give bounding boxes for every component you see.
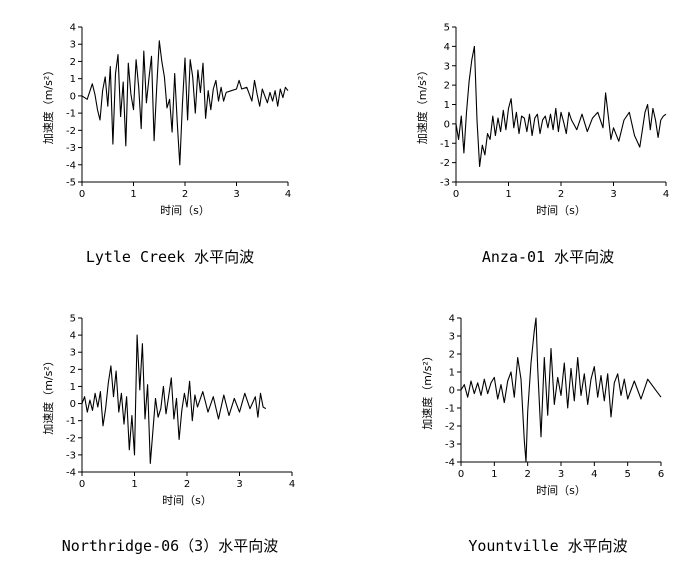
y-tick-label: 4: [449, 314, 455, 325]
x-tick-label: 4: [289, 479, 295, 490]
x-tick-label: 0: [79, 189, 85, 200]
y-tick-label: -3: [66, 143, 76, 154]
chart-caption: Northridge-06（3）水平向波: [61, 537, 279, 555]
x-axis-title: 时间（s）: [536, 484, 586, 497]
x-tick-label: 3: [558, 469, 564, 480]
x-tick-label: 5: [624, 469, 630, 480]
y-tick-label: -2: [66, 126, 76, 137]
y-tick-label: 3: [70, 40, 76, 51]
y-tick-label: -3: [66, 450, 76, 461]
x-axis-title: 时间（s）: [160, 204, 210, 217]
series-line: [81, 334, 267, 464]
y-tick-label: 1: [70, 382, 76, 393]
y-tick-label: 2: [444, 81, 450, 92]
y-axis-title: 加速度（m/s²）: [415, 65, 429, 145]
y-tick-label: 0: [70, 91, 76, 102]
chart-2: -3 -2 -1 0 1 2 3 4 5 0 1 2 3 4 时间（s） 加速度（m/s²）: [415, 23, 669, 218]
x-tick-label: 1: [130, 189, 136, 200]
y-tick-label: 4: [444, 42, 450, 53]
y-tick-label: 3: [444, 61, 450, 72]
y-tick-label: -1: [445, 404, 455, 415]
chart-1: -5 -4 -3 -2 -1 0 1 2 3 4 0 1 2 3 4 时间（s） 加速度（m/s²）: [41, 23, 291, 218]
x-tick-label: 6: [658, 469, 664, 480]
series-line: [455, 45, 667, 168]
y-tick-label: -4: [445, 458, 455, 469]
y-tick-label: 4: [70, 331, 76, 342]
y-tick-label: -1: [440, 139, 450, 150]
x-tick-label: 3: [233, 189, 239, 200]
y-tick-label: 0: [449, 386, 455, 397]
y-tick-label: 1: [70, 74, 76, 85]
y-tick-label: -3: [445, 440, 455, 451]
y-tick-label: 0: [70, 399, 76, 410]
y-axis-title: 加速度（m/s²）: [41, 65, 55, 145]
chart-caption: Lytle Creek 水平向波: [85, 248, 255, 266]
y-tick-label: -2: [445, 422, 455, 433]
chart-3: -4 -3 -2 -1 0 1 2 3 4 5 0 1 2 3 4 时间（s） 加速度（m/s²）: [41, 314, 295, 508]
chart-caption: Anza-01 水平向波: [481, 248, 615, 266]
series-line: [81, 40, 289, 166]
x-tick-label: 2: [558, 189, 564, 200]
x-tick-label: 3: [610, 189, 616, 200]
x-tick-label: 4: [591, 469, 597, 480]
y-tick-label: 0: [444, 119, 450, 130]
y-tick-label: -2: [66, 433, 76, 444]
x-tick-label: 0: [453, 189, 459, 200]
y-tick-label: -1: [66, 109, 76, 120]
y-tick-label: 3: [70, 348, 76, 359]
x-axis-title: 时间（s）: [536, 204, 586, 217]
y-tick-label: -2: [440, 158, 450, 169]
x-tick-label: 1: [491, 469, 497, 480]
y-tick-label: 5: [444, 23, 450, 34]
y-tick-label: 2: [449, 350, 455, 361]
x-tick-label: 3: [236, 479, 242, 490]
y-tick-label: -5: [66, 178, 76, 189]
y-tick-label: 2: [70, 57, 76, 68]
chart-4: -4 -3 -2 -1 0 1 2 3 4 0 1 2 3 4 5 6 时间（s） 加速度（m/s²）: [420, 314, 664, 498]
x-tick-label: 4: [285, 189, 291, 200]
x-axis-title: 时间（s）: [162, 494, 212, 507]
y-axis-title: 加速度（m/s²）: [41, 355, 55, 435]
x-tick-label: 1: [131, 479, 137, 490]
y-tick-label: 1: [444, 100, 450, 111]
x-tick-label: 0: [79, 479, 85, 490]
x-tick-label: 4: [663, 189, 669, 200]
y-tick-label: 2: [70, 365, 76, 376]
x-tick-label: 2: [184, 479, 190, 490]
y-axis-title: 加速度（m/s²）: [420, 350, 434, 430]
x-tick-label: 0: [458, 469, 464, 480]
y-tick-label: -4: [66, 468, 76, 479]
x-tick-label: 1: [505, 189, 511, 200]
y-tick-label: 3: [449, 332, 455, 343]
y-tick-label: 4: [70, 23, 76, 34]
x-tick-label: 2: [524, 469, 530, 480]
y-tick-label: 1: [449, 368, 455, 379]
series-line: [460, 317, 662, 463]
y-tick-label: -4: [66, 160, 76, 171]
chart-caption: Yountville 水平向波: [468, 537, 628, 555]
y-tick-label: -1: [66, 416, 76, 427]
y-tick-label: -3: [440, 178, 450, 189]
y-tick-label: 5: [70, 314, 76, 325]
x-tick-label: 2: [182, 189, 188, 200]
